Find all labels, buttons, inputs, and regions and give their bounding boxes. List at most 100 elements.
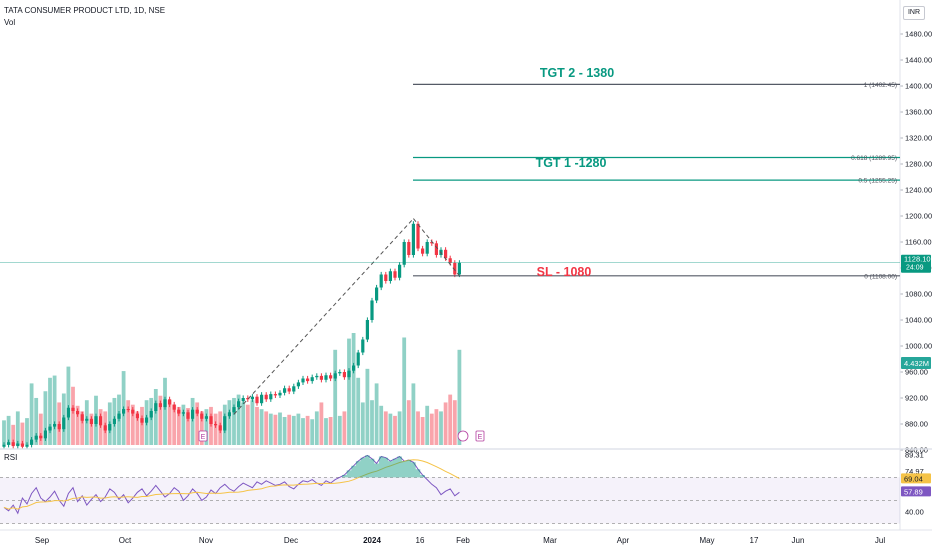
candle-body (365, 320, 369, 340)
candle-body (296, 382, 300, 387)
volume-bar (126, 400, 131, 445)
candle-body (457, 262, 461, 275)
annotation-text: TGT 1 -1280 (536, 156, 607, 170)
candle-body (71, 407, 75, 411)
time-axis-label: May (699, 536, 714, 545)
price-tick-label: 1240.00 (905, 186, 932, 195)
candle-body (20, 443, 24, 447)
candle-body (260, 394, 264, 404)
candle-body (126, 409, 130, 411)
price-tick-label: 1440.00 (905, 56, 932, 65)
volume-bar (337, 415, 342, 445)
candle-body (352, 365, 356, 371)
trend-line-up (233, 218, 414, 415)
time-axis-label: Apr (617, 536, 630, 545)
candle-body (283, 388, 287, 393)
candle-body (310, 377, 314, 382)
volume-bar (388, 413, 393, 445)
volume-bar (149, 397, 154, 445)
candle-body (384, 274, 388, 281)
price-tick-label: 1080.00 (905, 290, 932, 299)
rsi-value-badge (901, 486, 931, 497)
volume-bar (434, 409, 439, 445)
volume-bar (268, 413, 273, 445)
volume-bar (347, 338, 351, 445)
volume-bar (135, 411, 140, 445)
candle-body (269, 394, 273, 400)
volume-bar (52, 375, 57, 445)
candle-body (43, 430, 47, 439)
volume-bar (245, 404, 250, 445)
last-price-badge (901, 254, 931, 273)
time-axis-label: Oct (119, 536, 132, 545)
volume-bar (310, 419, 315, 445)
price-tick-label: 880.00 (905, 420, 928, 429)
candle-body (398, 264, 402, 278)
time-axis-label: Jul (875, 536, 885, 545)
price-tick-label: 1040.00 (905, 316, 932, 325)
candle-body (237, 401, 241, 408)
volume-bar (61, 393, 66, 445)
candle-body (99, 416, 103, 426)
volume-bar (370, 400, 374, 445)
candle-body (393, 271, 397, 278)
time-axis-label: Mar (543, 536, 557, 545)
rsi-value-text: 69.04 (904, 474, 923, 483)
candle-body (333, 373, 337, 379)
candle-body (214, 424, 218, 426)
volume-bar (209, 406, 213, 445)
rsi-axis-label: 40.00 (905, 508, 924, 517)
volume-bar (6, 415, 11, 445)
event-marker-earnings (198, 430, 208, 442)
candle-body (407, 242, 411, 255)
volume-bar (301, 418, 305, 445)
candle-body (388, 271, 392, 281)
time-axis-label: 2024 (363, 536, 381, 545)
candle-body (434, 243, 438, 255)
volume-bar (264, 411, 269, 445)
price-tick-label: 1160.00 (905, 238, 932, 247)
currency-button[interactable]: INR (903, 6, 925, 20)
volume-bar (273, 414, 278, 445)
volume-bar (448, 394, 453, 445)
volume-bar (425, 405, 430, 445)
candle-body (34, 435, 38, 440)
volume-bar (319, 402, 324, 445)
volume-bar (158, 395, 163, 445)
event-marker-letter: E (478, 434, 483, 441)
volume-bar (89, 413, 94, 445)
candle-body (453, 262, 457, 275)
volume-bar (98, 409, 103, 445)
volume-bar (20, 422, 25, 445)
price-tick-label: 840.00 (905, 446, 928, 455)
candle-body (57, 424, 61, 430)
price-tick-label: 1360.00 (905, 108, 932, 117)
candle-body (218, 425, 222, 431)
rsi-axis-label: 89.31 (905, 451, 924, 460)
candle-body (264, 394, 268, 400)
volume-bar (140, 406, 144, 445)
dividend-marker (457, 430, 469, 442)
candle-body (66, 407, 70, 418)
fib-level-label: 0 (1108.00) (864, 273, 897, 280)
volume-bar (25, 418, 29, 445)
volume-bar (328, 417, 333, 445)
candle-body (25, 444, 29, 447)
candle-body (172, 404, 176, 410)
candle-body (241, 398, 245, 402)
candle-body (204, 416, 208, 419)
candle-body (292, 386, 296, 392)
volume-bar (172, 404, 177, 445)
volume-bar (314, 411, 319, 445)
volume-bar (365, 368, 370, 445)
price-tick-label: 1400.00 (905, 82, 932, 91)
fib-level-label: 0.5 (1255.25) (858, 178, 897, 185)
candle-body (287, 388, 291, 392)
volume-bar (38, 413, 43, 445)
volume-bar (144, 400, 149, 445)
volume-bar (397, 411, 402, 445)
candle-body (62, 417, 66, 430)
candle-body (80, 414, 84, 421)
volume-bar (29, 383, 34, 445)
volume-bar (199, 411, 204, 445)
